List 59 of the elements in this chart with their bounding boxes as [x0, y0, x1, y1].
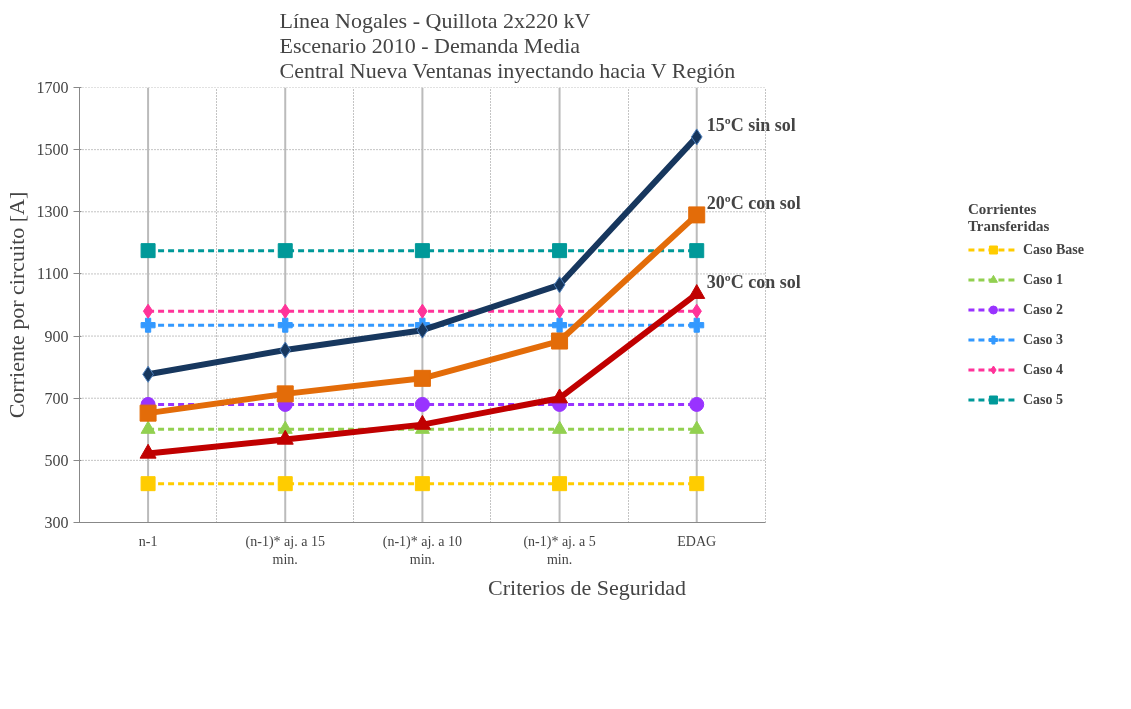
- point: [277, 476, 293, 492]
- point: [552, 476, 568, 492]
- point: [414, 476, 430, 492]
- point: [140, 420, 156, 434]
- y-tick-label: 900: [44, 327, 69, 345]
- series-label: 15ºC sin sol: [706, 114, 796, 135]
- y-tick-label: 500: [44, 451, 69, 469]
- point: [689, 243, 705, 259]
- point: [553, 276, 566, 294]
- point: [689, 396, 705, 412]
- point: [551, 388, 569, 404]
- legend-title: Corrientes Transferidas: [967, 200, 1051, 234]
- point: [142, 303, 154, 319]
- chart-title: Línea Nogales - Quillota 2x220 kV Escenario 2010 - Demanda Media Central Nueva Ventanas inyectando hacia V Región: [279, 7, 736, 83]
- point: [689, 476, 705, 492]
- point: [416, 321, 429, 339]
- point: [140, 317, 156, 333]
- x-tick-label: EDAG: [677, 533, 717, 549]
- point: [276, 429, 294, 445]
- legend-label: Caso 1: [1022, 271, 1063, 287]
- point: [414, 243, 430, 259]
- legend-label: Caso 5: [1022, 391, 1063, 407]
- point: [690, 128, 703, 146]
- point: [413, 414, 431, 430]
- y-tick-label: 1500: [36, 141, 69, 159]
- point: [551, 332, 569, 350]
- legend-label: Caso 3: [1022, 331, 1063, 347]
- legend-label: Caso 4: [1022, 361, 1063, 377]
- x-axis-title: Criterios de Seguridad: [488, 574, 686, 600]
- x-tick-label: (n-1)* aj. a 15 min.: [245, 533, 325, 567]
- point: [140, 243, 156, 259]
- series-label: 30ºC con sol: [706, 271, 801, 292]
- y-tick-label: 300: [44, 514, 69, 531]
- series-label: 20ºC con sol: [706, 192, 801, 213]
- legend-label: Caso 2: [1022, 301, 1063, 317]
- point: [688, 206, 706, 224]
- point: [413, 369, 431, 387]
- y-tick-label: 1300: [36, 203, 69, 221]
- x-tick-label: (n-1)* aj. a 5 min.: [523, 533, 596, 567]
- legend-label: Caso Base: [1022, 241, 1084, 257]
- x-tick-label: (n-1)* aj. a 10 min.: [382, 533, 463, 567]
- point: [139, 404, 157, 422]
- point: [552, 243, 568, 259]
- point: [276, 385, 294, 403]
- x-tick-label: n-1: [138, 533, 158, 549]
- y-tick-label: 700: [44, 389, 69, 407]
- point: [552, 420, 568, 434]
- point: [277, 317, 293, 333]
- point: [689, 317, 705, 333]
- point: [414, 396, 430, 412]
- point: [277, 243, 293, 259]
- point: [139, 443, 157, 459]
- y-axis-title: Corriente por circuito [A]: [3, 191, 29, 419]
- y-tick-label: 1700: [36, 79, 69, 96]
- point: [689, 420, 705, 434]
- point: [279, 341, 292, 359]
- point: [140, 476, 156, 492]
- point: [552, 317, 568, 333]
- y-tick-label: 1100: [37, 265, 69, 283]
